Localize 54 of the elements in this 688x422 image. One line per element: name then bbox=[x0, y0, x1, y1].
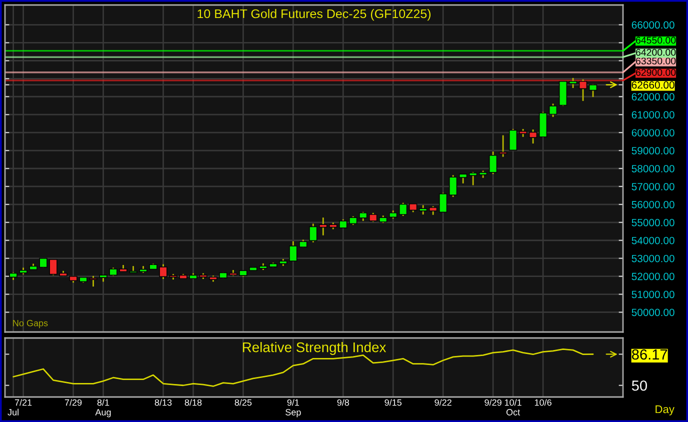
candlestick bbox=[458, 173, 468, 184]
ref-line-label: 64200.00 bbox=[636, 48, 676, 56]
candlestick bbox=[438, 192, 448, 214]
x-tick-label: 7/29 bbox=[64, 399, 82, 406]
y-tick-label: 58000.00 bbox=[632, 165, 674, 172]
y-tick-label: 50 bbox=[632, 380, 647, 391]
x-tick-label: 8/1 Aug bbox=[95, 399, 111, 418]
legend-label: 63350.00 bbox=[636, 58, 676, 64]
y-tick-label: 57000.00 bbox=[632, 182, 674, 190]
y-tick-label: 50000.00 bbox=[632, 308, 674, 316]
y-tick-label: 66000.00 bbox=[632, 21, 674, 29]
y-tick-label: 51000.00 bbox=[632, 290, 674, 298]
chart-title: Relative Strength Index bbox=[242, 342, 386, 355]
x-tick-label: 9/22 bbox=[434, 399, 452, 406]
candlestick bbox=[468, 171, 478, 186]
y-tick-label: 59000.00 bbox=[632, 147, 674, 154]
y-tick-label: 61000.00 bbox=[632, 111, 674, 118]
x-tick-label: 8/13 bbox=[154, 399, 172, 406]
legend-label: 64550.00 bbox=[636, 36, 676, 44]
text: Day bbox=[656, 405, 674, 416]
y-tick-label: 56000.00 bbox=[632, 200, 674, 208]
y-tick-label: 52000.00 bbox=[632, 272, 674, 280]
x-tick-label: 8/18 bbox=[184, 399, 202, 406]
x-tick-label: 8/25 bbox=[234, 399, 252, 406]
y-tick-label: 55000.00 bbox=[632, 218, 674, 226]
candlestick bbox=[488, 150, 498, 175]
chart-title: 10 BAHT Gold Futures Dec-25 (GF10Z25) bbox=[198, 9, 431, 21]
ref-line-label: 62900.00 bbox=[636, 68, 676, 76]
candlestick bbox=[418, 204, 428, 216]
candlestick bbox=[508, 128, 518, 152]
candlestick bbox=[528, 128, 538, 144]
candlestick bbox=[448, 174, 458, 198]
candlestick bbox=[588, 84, 598, 98]
candlestick bbox=[548, 102, 558, 118]
y-tick-label: 62000.00 bbox=[632, 93, 674, 101]
x-tick-label: 9/15 bbox=[384, 399, 402, 406]
x-tick-label: Jul bbox=[8, 408, 18, 416]
y-tick-label: 53000.00 bbox=[632, 254, 674, 262]
y-tick-label: 86.17 bbox=[632, 349, 668, 360]
y-tick-label: 60000.00 bbox=[632, 129, 674, 136]
x-tick-label: 10/6 bbox=[534, 399, 552, 406]
annotation: No Gaps bbox=[13, 320, 48, 328]
candlestick bbox=[558, 80, 568, 107]
x-tick-label: 10/1 Oct bbox=[504, 399, 522, 416]
candlestick bbox=[498, 134, 508, 158]
y-tick-label: 54000.00 bbox=[632, 236, 674, 244]
candlestick bbox=[398, 202, 408, 217]
y-tick-label: 62660.00 bbox=[632, 81, 674, 89]
candlestick bbox=[568, 77, 578, 89]
x-tick-label: 9/1 Sep bbox=[286, 399, 301, 418]
candlestick bbox=[538, 111, 548, 138]
x-tick-label: 7/21 bbox=[14, 399, 32, 406]
x-tick-label: 9/8 bbox=[337, 399, 350, 406]
x-tick-label: 9/29 bbox=[484, 399, 502, 406]
